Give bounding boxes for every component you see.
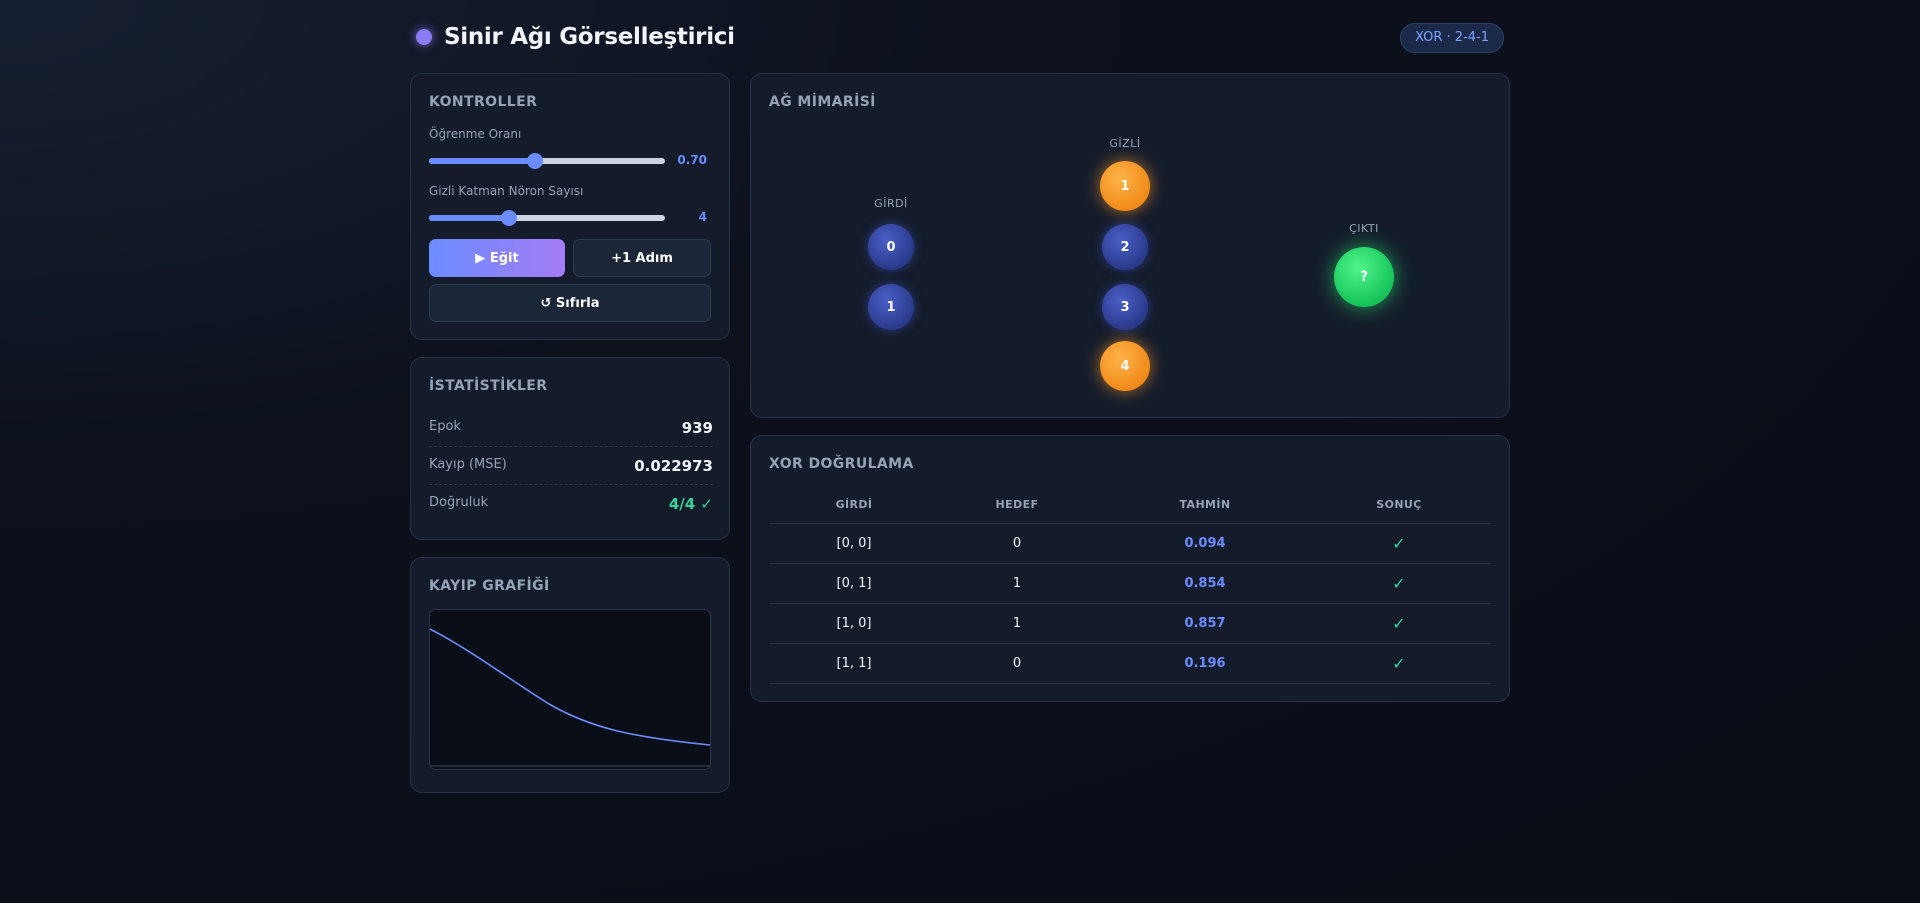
learning-rate-slider-thumb[interactable] xyxy=(527,153,544,169)
input-cell: [1, 0] xyxy=(836,616,872,631)
loss-chart-panel: KAYIP GRAFİĞİ xyxy=(410,557,730,793)
loss-curve xyxy=(429,628,711,746)
column-header: GİRDİ xyxy=(835,498,873,511)
target-cell: 0 xyxy=(1012,656,1022,671)
network-panel: AĞ MİMARİSİ GİRDİ 0 1 GİZLİ 1 2 3 4 ÇIKT… xyxy=(750,73,1510,418)
input-neuron: 0 xyxy=(868,224,914,270)
hidden-neuron-active: 1 xyxy=(1100,161,1150,211)
target-cell: 1 xyxy=(1012,616,1022,631)
epoch-value: 939 xyxy=(681,419,713,437)
page-title: Sinir Ağı Görselleştirici xyxy=(444,24,735,50)
learning-rate-value: 0.70 xyxy=(677,153,707,167)
prediction-cell: 0.094 xyxy=(1184,536,1226,551)
prediction-cell: 0.857 xyxy=(1184,616,1226,631)
table-row: [1, 1] 0 0.196 ✓ xyxy=(769,644,1491,684)
chart-frame xyxy=(429,609,711,770)
check-icon: ✓ xyxy=(1392,534,1406,553)
prediction-cell: 0.196 xyxy=(1184,656,1226,671)
column-header: SONUÇ xyxy=(1376,498,1422,511)
step-button[interactable]: +1 Adım xyxy=(573,239,711,277)
output-layer-label: ÇIKTI xyxy=(1349,222,1379,235)
stats-title: İSTATİSTİKLER xyxy=(429,378,548,394)
target-cell: 1 xyxy=(1012,576,1022,591)
stat-label: Kayıp (MSE) xyxy=(429,457,507,472)
input-layer-label: GİRDİ xyxy=(874,197,908,210)
check-icon: ✓ xyxy=(1392,654,1406,673)
column-header: HEDEF xyxy=(995,498,1039,511)
prediction-cell: 0.854 xyxy=(1184,576,1226,591)
hidden-neurons-value: 4 xyxy=(698,210,707,224)
column-header: TAHMİN xyxy=(1179,498,1231,511)
input-cell: [0, 0] xyxy=(836,536,872,551)
loss-value: 0.022973 xyxy=(634,457,713,475)
xor-panel: XOR DOĞRULAMA GİRDİ HEDEF TAHMİN SONUÇ [… xyxy=(750,435,1510,702)
hidden-neurons-label: Gizli Katman Nöron Sayısı xyxy=(429,184,584,198)
stat-label: Epok xyxy=(429,419,461,434)
target-cell: 0 xyxy=(1012,536,1022,551)
hidden-neurons-slider-thumb[interactable] xyxy=(501,210,518,226)
hidden-neuron: 3 xyxy=(1102,284,1148,330)
input-neuron: 1 xyxy=(868,284,914,330)
learning-rate-label: Öğrenme Oranı xyxy=(429,127,522,141)
xor-table: GİRDİ HEDEF TAHMİN SONUÇ [0, 0] 0 0.094 … xyxy=(769,496,1491,684)
learning-rate-slider[interactable] xyxy=(429,153,665,169)
input-cell: [0, 1] xyxy=(836,576,872,591)
controls-title: KONTROLLER xyxy=(429,94,538,110)
logo-dot-icon xyxy=(416,29,432,45)
loss-chart-title: KAYIP GRAFİĞİ xyxy=(429,578,550,594)
network-title: AĞ MİMARİSİ xyxy=(769,94,876,110)
stat-row-loss: Kayıp (MSE) 0.022973 xyxy=(429,447,713,485)
check-icon: ✓ xyxy=(1392,614,1406,633)
table-header-row: GİRDİ HEDEF TAHMİN SONUÇ xyxy=(769,496,1491,524)
xor-title: XOR DOĞRULAMA xyxy=(769,456,914,472)
input-cell: [1, 1] xyxy=(836,656,872,671)
table-row: [0, 1] 1 0.854 ✓ xyxy=(769,564,1491,604)
train-button[interactable]: ▶ Eğit xyxy=(429,239,565,277)
loss-chart xyxy=(429,609,711,770)
output-neuron: ? xyxy=(1334,247,1394,307)
check-icon: ✓ xyxy=(1392,574,1406,593)
hidden-neuron-active: 4 xyxy=(1100,341,1150,391)
hidden-neurons-slider[interactable] xyxy=(429,210,665,226)
table-row: [0, 0] 0 0.094 ✓ xyxy=(769,524,1491,564)
stat-label: Doğruluk xyxy=(429,495,489,510)
hidden-layer-label: GİZLİ xyxy=(1109,137,1141,150)
hidden-neuron: 2 xyxy=(1102,224,1148,270)
stats-panel: İSTATİSTİKLER Epok 939 Kayıp (MSE) 0.022… xyxy=(410,357,730,540)
reset-button[interactable]: ↺ Sıfırla xyxy=(429,284,711,322)
controls-panel: KONTROLLER Öğrenme Oranı 0.70 Gizli Katm… xyxy=(410,73,730,340)
app-header: Sinir Ağı Görselleştirici XOR · 2-4-1 xyxy=(410,20,1504,58)
table-row: [1, 0] 1 0.857 ✓ xyxy=(769,604,1491,644)
accuracy-value: 4/4 ✓ xyxy=(668,495,713,513)
model-badge: XOR · 2-4-1 xyxy=(1400,23,1504,53)
stat-row-epoch: Epok 939 xyxy=(429,409,713,447)
stat-row-accuracy: Doğruluk 4/4 ✓ xyxy=(429,485,713,523)
